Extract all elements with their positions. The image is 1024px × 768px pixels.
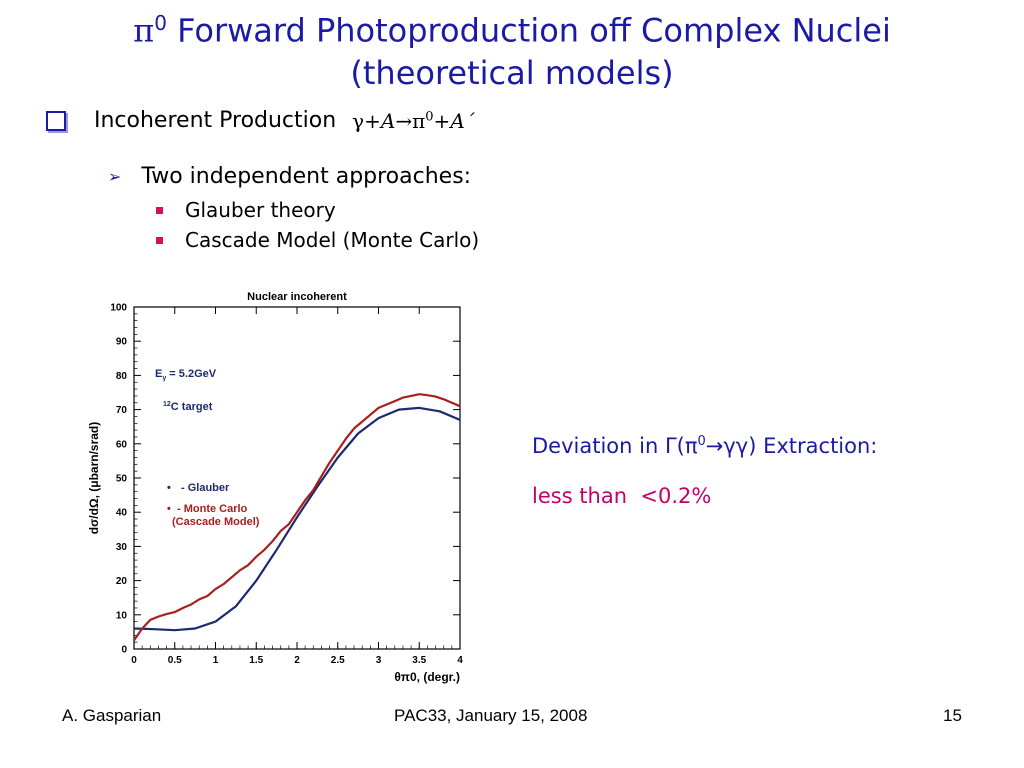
target-annotation: 12C target [163, 401, 213, 413]
y-tick-label: 60 [116, 439, 128, 450]
square-bullet-icon [156, 206, 163, 214]
series-line-glauber [133, 406, 461, 632]
deviation-note-sup: 0 [697, 434, 706, 449]
x-tick-label: 2 [294, 655, 300, 666]
sub-bullet-glauber: Glauber theory [156, 198, 336, 222]
y-tick-label: 80 [116, 371, 128, 382]
x-tick-label: 2.5 [331, 655, 345, 666]
y-tick-label: 90 [116, 337, 128, 348]
formula-gamma: γ [352, 108, 365, 133]
formula-a-prime: A´ [450, 108, 475, 133]
y-tick-label: 30 [116, 542, 128, 553]
footer-page-number: 15 [943, 706, 962, 725]
energy-annotation: Eγ = 5.2GeV [155, 368, 217, 382]
arrow-bullet-icon: ➢ [108, 167, 122, 186]
y-tick-label: 20 [116, 576, 128, 587]
x-tick-label: 0.5 [168, 655, 182, 666]
x-tick-label: 3.5 [412, 655, 426, 666]
footer-conference: PAC33, January 15, 2008 [394, 706, 588, 725]
x-tick-label: 1.5 [249, 655, 263, 666]
formula-pi-sup: 0 [425, 108, 434, 124]
y-tick-label: 10 [116, 610, 128, 621]
bullet-two-approaches: ➢ Two independent approaches: [108, 164, 471, 189]
x-axis-label: θπ0, (degr.) [394, 670, 460, 684]
hollow-square-bullet-icon [46, 110, 66, 131]
formula-pi: π [412, 108, 426, 133]
title-pi-superscript: 0 [154, 11, 167, 35]
y-tick-label: 40 [116, 508, 128, 519]
square-bullet-icon [156, 236, 163, 244]
deviation-note-pre: Deviation in Γ(π [532, 434, 698, 458]
legend-glauber-marker: • [167, 482, 171, 494]
legend-montecarlo-marker: • [167, 503, 171, 515]
bullet1-label: Incoherent Production [94, 108, 337, 133]
deviation-note: Deviation in Γ(π0→γγ) Extraction: [532, 434, 877, 458]
title-main-text: Forward Photoproduction off Complex Nucl… [177, 11, 891, 50]
legend-montecarlo-label: - Monte Carlo [177, 503, 248, 515]
x-tick-label: 4 [457, 655, 463, 666]
deviation-note-post: →γγ) Extraction: [705, 434, 878, 458]
reaction-formula: γ+A→π0+A´ [352, 109, 475, 133]
y-tick-label: 100 [110, 303, 127, 314]
title-pi-symbol: π [133, 11, 155, 50]
y-axis-label: dσ/dΩ, (μbarn/srad) [87, 422, 101, 535]
slide-title: π0 Forward Photoproduction off Complex N… [0, 2, 1024, 94]
x-tick-label: 1 [213, 655, 219, 666]
series-line-monte-carlo [133, 393, 461, 642]
x-tick-label: 0 [131, 655, 137, 666]
x-tick-label: 3 [376, 655, 382, 666]
bullet-incoherent-production: Incoherent Production γ+A→π0+A´ [46, 108, 475, 133]
sub-bullet-cascade: Cascade Model (Monte Carlo) [156, 228, 479, 252]
formula-plus: + [364, 108, 381, 133]
footer-author: A. Gasparian [62, 706, 162, 725]
legend-glauber-label: - Glauber [181, 482, 230, 494]
legend-montecarlo-label2: (Cascade Model) [172, 516, 260, 528]
chart-title: Nuclear incoherent [247, 291, 347, 303]
formula-arrow: → [395, 108, 413, 133]
y-tick-label: 0 [121, 645, 127, 656]
sub-bullet-label: Glauber theory [185, 198, 336, 222]
formula-plus2: + [433, 108, 451, 133]
bullet2-label: Two independent approaches: [141, 164, 472, 189]
sub-bullet-label: Cascade Model (Monte Carlo) [185, 228, 480, 252]
plot-frame [133, 306, 461, 650]
y-tick-label: 50 [116, 474, 128, 485]
formula-a: A [380, 108, 396, 133]
y-tick-label: 70 [116, 405, 128, 416]
title-line2: (theoretical models) [350, 53, 674, 92]
deviation-value-note: less than <0.2% [532, 484, 712, 508]
